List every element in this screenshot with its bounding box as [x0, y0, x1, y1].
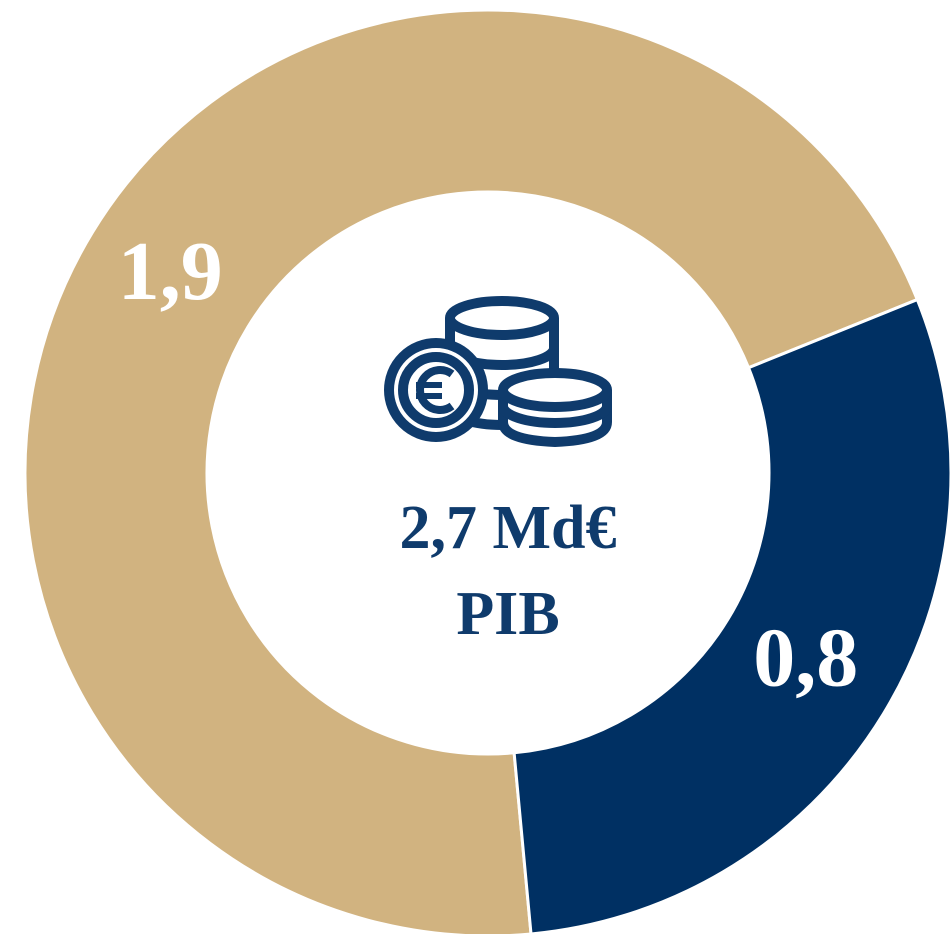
donut-slice [512, 297, 951, 934]
value-label: 1,9 [118, 225, 223, 318]
center-label: PIB [456, 580, 559, 648]
coins-icon [384, 296, 612, 447]
value-label: 0,8 [753, 612, 858, 705]
total-label: 2,7 Md€ [400, 494, 617, 562]
donut [23, 8, 951, 934]
donut-slice [23, 8, 920, 934]
